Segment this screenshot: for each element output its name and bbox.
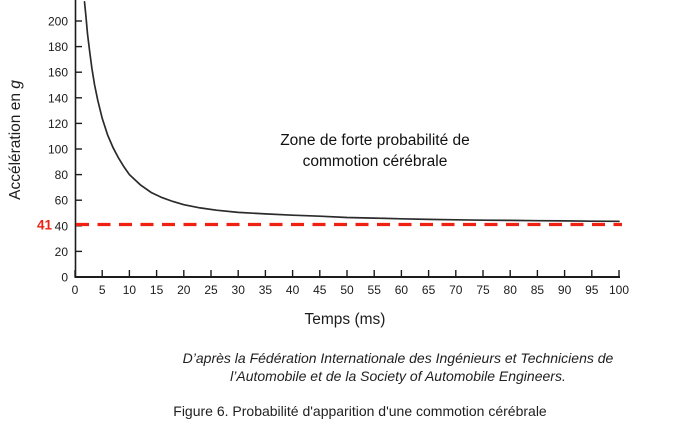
y-tick-label: 100 — [48, 143, 68, 157]
y-tick-label: 180 — [48, 40, 68, 54]
annotation-line1: Zone de forte probabilité de — [280, 132, 470, 149]
x-tick-label: 40 — [286, 283, 300, 297]
x-tick-label: 55 — [368, 283, 382, 297]
x-tick-label: 60 — [395, 283, 409, 297]
y-tick-label: 0 — [61, 271, 68, 285]
y-tick-label: 40 — [55, 219, 69, 233]
y-tick-label: 200 — [48, 15, 68, 29]
x-tick-label: 100 — [609, 283, 629, 297]
x-tick-label: 30 — [232, 283, 246, 297]
concussion-probability-chart: 0 5 10 15 20 25 30 35 40 45 50 55 60 65 70 75 80 85 90 95 10… — [7, 0, 629, 328]
x-tick-label: 80 — [504, 283, 518, 297]
x-tick-label: 50 — [340, 283, 354, 297]
source-caption-line1: D’après la Fédération Internationale des… — [182, 350, 614, 366]
x-tick-label: 90 — [558, 283, 572, 297]
x-tick-label: 70 — [449, 283, 463, 297]
y-tick-label: 80 — [55, 168, 69, 182]
x-tick-label: 85 — [531, 283, 545, 297]
annotation-line2: commotion cérébrale — [303, 153, 448, 170]
y-tick-label: 160 — [48, 66, 68, 80]
x-tick-label: 20 — [177, 283, 191, 297]
x-tick-label: 10 — [123, 283, 137, 297]
x-tick-label: 45 — [313, 283, 327, 297]
x-tick-label: 5 — [99, 283, 106, 297]
tolerance-curve — [83, 0, 620, 223]
x-tick-label: 0 — [72, 283, 79, 297]
y-tick-label: 120 — [48, 117, 68, 131]
source-caption-line2: l’Automobile et de la Society of Automob… — [230, 368, 566, 384]
y-axis-label: Accélération en g — [7, 80, 24, 200]
axis-ticks: 0 5 10 15 20 25 30 35 40 45 50 55 60 65 70 75 80 85 90 95 10… — [48, 15, 629, 298]
y-tick-label: 20 — [55, 245, 69, 259]
x-tick-label: 25 — [204, 283, 218, 297]
y-axis-label-text: Accélération en — [7, 89, 24, 200]
y-axis-label-unit-g: g — [7, 80, 24, 89]
figure-caption: Figure 6. Probabilité d'apparition d'une… — [173, 403, 547, 419]
x-tick-label: 65 — [422, 283, 436, 297]
x-tick-label: 75 — [476, 283, 490, 297]
x-axis-label: Temps (ms) — [305, 311, 386, 328]
x-tick-label: 15 — [150, 283, 164, 297]
y-tick-label: 60 — [55, 194, 69, 208]
x-tick-label: 95 — [585, 283, 599, 297]
y-tick-label: 140 — [48, 91, 68, 105]
x-tick-label: 35 — [259, 283, 273, 297]
source-caption: D’après la Fédération Internationale des… — [118, 349, 678, 385]
threshold-value-label: 41 — [37, 218, 53, 233]
